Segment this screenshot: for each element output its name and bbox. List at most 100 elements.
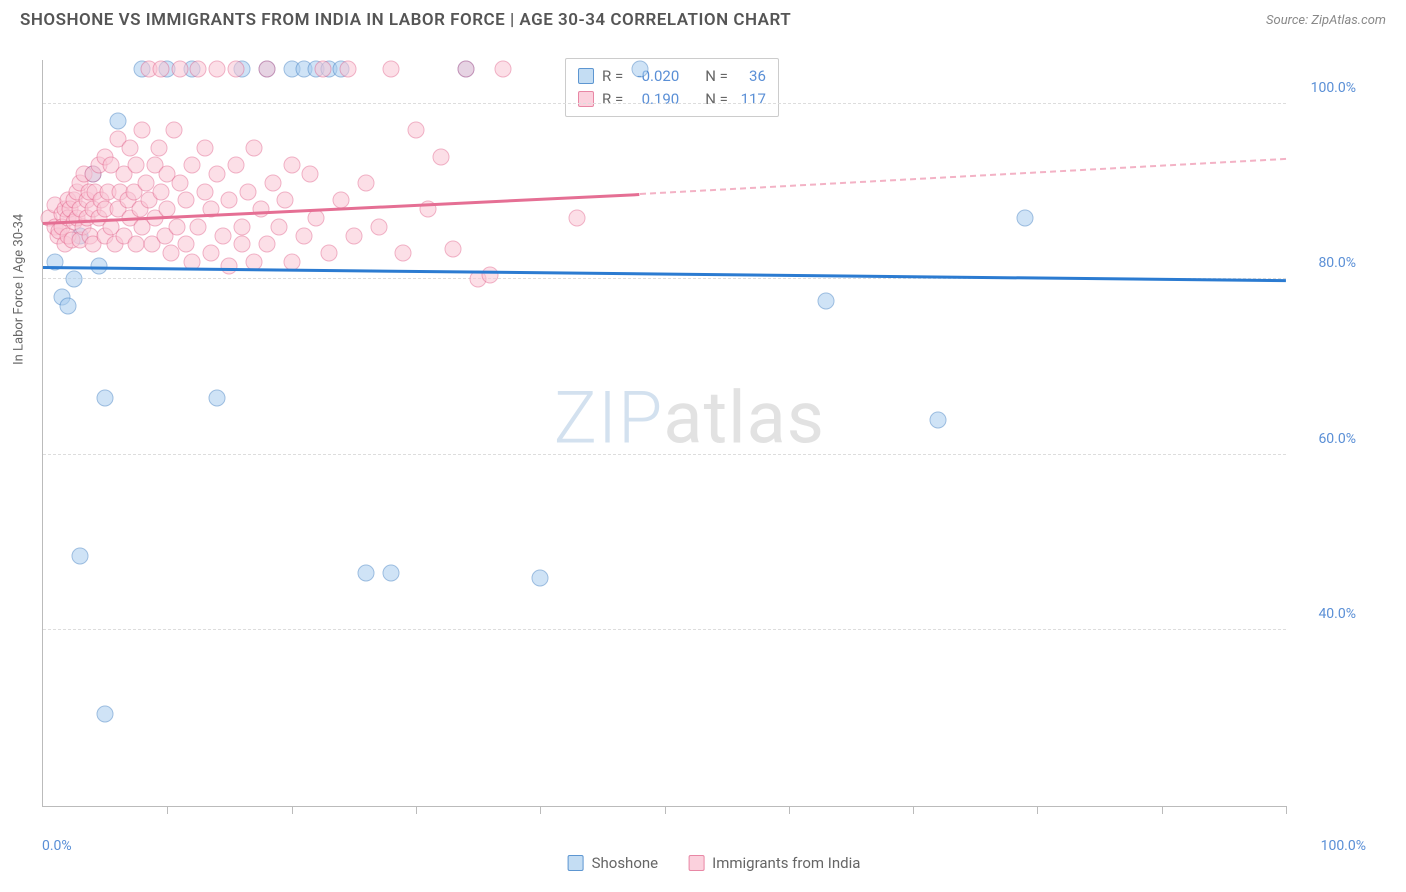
data-point	[150, 139, 167, 156]
data-point	[283, 157, 300, 174]
data-point	[134, 122, 151, 139]
trend-line-india-extrapolated	[640, 158, 1286, 195]
data-point	[339, 60, 356, 77]
data-point	[196, 139, 213, 156]
x-tick	[416, 806, 417, 814]
data-point	[370, 218, 387, 235]
shoshone-swatch-icon	[578, 68, 594, 84]
data-point	[264, 174, 281, 191]
data-point	[314, 60, 331, 77]
data-point	[929, 411, 946, 428]
x-tick	[1286, 806, 1287, 814]
data-point	[221, 258, 238, 275]
data-point	[308, 209, 325, 226]
data-point	[209, 389, 226, 406]
data-point	[221, 192, 238, 209]
x-tick	[1037, 806, 1038, 814]
data-point	[457, 60, 474, 77]
gridline	[43, 454, 1286, 455]
legend-label: Immigrants from India	[712, 854, 860, 872]
data-point	[320, 245, 337, 262]
x-tick	[167, 806, 168, 814]
r-value-india: 0.190	[631, 88, 679, 111]
data-point	[215, 227, 232, 244]
data-point	[358, 174, 375, 191]
x-tick	[789, 806, 790, 814]
data-point	[165, 122, 182, 139]
data-point	[122, 139, 139, 156]
data-point	[66, 271, 83, 288]
legend-item-shoshone: Shoshone	[568, 854, 659, 872]
data-point	[432, 148, 449, 165]
data-point	[171, 60, 188, 77]
y-tick-label: 100.0%	[1311, 80, 1356, 96]
data-point	[233, 236, 250, 253]
x-tick	[665, 806, 666, 814]
data-point	[177, 236, 194, 253]
data-point	[358, 565, 375, 582]
x-tick	[913, 806, 914, 814]
data-point	[494, 60, 511, 77]
x-axis-max-label: 100.0%	[1321, 838, 1366, 854]
n-label: N =	[705, 65, 728, 88]
data-point	[532, 569, 549, 586]
data-point	[345, 227, 362, 244]
source-label: Source: ZipAtlas.com	[1266, 13, 1386, 28]
data-point	[128, 157, 145, 174]
x-tick	[292, 806, 293, 814]
data-point	[153, 183, 170, 200]
data-point	[227, 157, 244, 174]
legend-row: R = 0.190 N = 117	[578, 88, 766, 111]
y-tick-label: 60.0%	[1318, 431, 1356, 447]
watermark: ZIPatlas	[554, 376, 825, 461]
x-tick	[540, 806, 541, 814]
data-point	[240, 183, 257, 200]
india-swatch-icon	[578, 91, 594, 107]
data-point	[818, 293, 835, 310]
data-point	[407, 122, 424, 139]
india-swatch-icon	[688, 855, 704, 871]
data-point	[190, 218, 207, 235]
data-point	[302, 166, 319, 183]
r-label: R =	[602, 65, 623, 88]
data-point	[202, 245, 219, 262]
data-point	[383, 565, 400, 582]
shoshone-swatch-icon	[568, 855, 584, 871]
data-point	[153, 60, 170, 77]
chart-title: SHOSHONE VS IMMIGRANTS FROM INDIA IN LAB…	[20, 10, 791, 30]
data-point	[196, 183, 213, 200]
r-label: R =	[602, 88, 623, 111]
data-point	[296, 227, 313, 244]
data-point	[209, 166, 226, 183]
data-point	[97, 705, 114, 722]
gridline	[43, 103, 1286, 104]
data-point	[190, 60, 207, 77]
data-point	[395, 245, 412, 262]
data-point	[109, 113, 126, 130]
legend-item-india: Immigrants from India	[688, 854, 860, 872]
data-point	[252, 201, 269, 218]
data-point	[171, 174, 188, 191]
data-point	[277, 192, 294, 209]
legend-label: Shoshone	[592, 854, 659, 872]
data-point	[445, 240, 462, 257]
x-axis-min-label: 0.0%	[42, 838, 72, 854]
data-point	[631, 60, 648, 77]
data-point	[184, 157, 201, 174]
data-point	[97, 389, 114, 406]
correlation-legend: R = -0.020 N = 36 R = 0.190 N = 117	[565, 58, 779, 117]
series-legend: Shoshone Immigrants from India	[568, 854, 861, 872]
data-point	[246, 139, 263, 156]
data-point	[482, 267, 499, 284]
data-point	[383, 60, 400, 77]
y-axis-title: In Labor Force | Age 30-34	[12, 214, 27, 365]
data-point	[1016, 209, 1033, 226]
data-point	[209, 60, 226, 77]
data-point	[233, 218, 250, 235]
data-point	[271, 218, 288, 235]
data-point	[258, 60, 275, 77]
chart-container: In Labor Force | Age 30-34 ZIPatlas R = …	[42, 45, 1386, 832]
data-point	[169, 218, 186, 235]
n-label: N =	[705, 88, 728, 111]
y-tick-label: 40.0%	[1318, 606, 1356, 622]
